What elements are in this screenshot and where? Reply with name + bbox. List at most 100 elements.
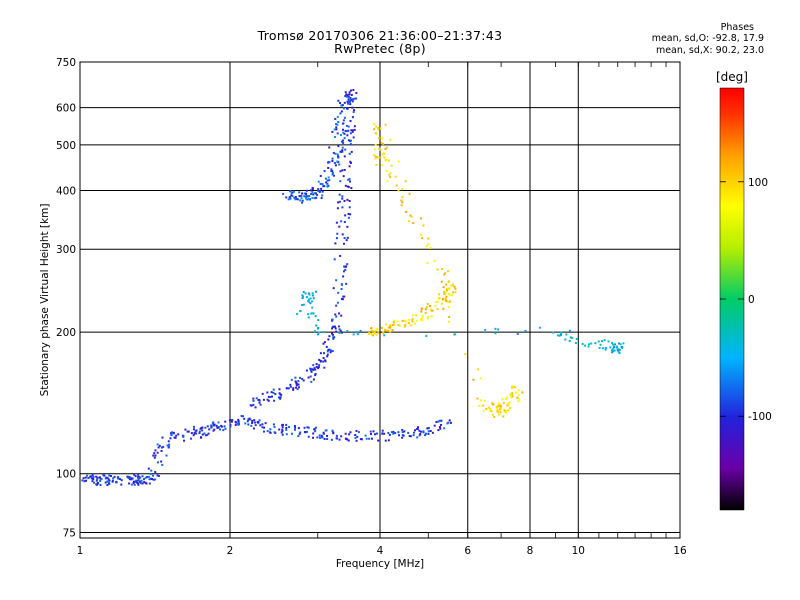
echo-point [347,216,350,219]
echo-point [447,305,450,308]
echo-point [314,374,317,377]
echo-point [351,100,354,103]
echo-point [344,91,347,94]
y-tick-label: 100 [56,469,76,481]
echo-point [317,367,320,370]
echo-point [302,303,305,306]
echo-point [355,331,358,334]
echo-point [192,425,195,428]
echo-point [332,336,335,339]
echo-point [377,128,380,131]
echo-point [443,427,446,430]
echo-point [347,95,350,98]
echo-point [156,474,159,477]
echo-point [424,432,427,435]
echo-point [351,116,354,119]
echo-point [518,393,521,396]
echo-point [135,479,138,482]
echo-point [552,331,555,334]
echo-point [204,426,207,429]
echo-point [484,328,487,331]
echo-point [506,404,509,407]
echo-point [141,482,144,485]
echo-point [381,153,384,156]
echo-point [340,110,343,113]
echo-point [341,283,344,286]
echo-point [224,420,227,423]
echo-point [322,431,325,434]
echo-point [329,351,332,354]
echo-point [304,292,307,295]
echo-point [344,268,347,271]
chart-title-line2: RwPretec (8p) [334,41,426,56]
echo-point [321,436,324,439]
echo-point [352,136,355,139]
echo-point [90,475,93,478]
echo-point [326,355,329,358]
echo-point [130,478,133,481]
echo-point [400,204,403,207]
echo-point [343,220,346,223]
echo-point [617,351,620,354]
echo-point [106,476,109,479]
echo-point [332,333,335,336]
echo-point [229,423,232,426]
echo-point [350,129,353,132]
echo-point [315,363,318,366]
echo-point [374,143,377,146]
echo-point [324,360,327,363]
echo-point [349,139,352,142]
echo-point [560,331,563,334]
echo-point [252,403,255,406]
echo-point [410,215,413,218]
echo-point [382,142,385,145]
echo-point [496,405,499,408]
echo-point [290,194,293,197]
echo-point [397,160,400,163]
echo-point [387,329,390,332]
echo-point [392,321,395,324]
echo-point [336,123,339,126]
echo-point [340,314,343,317]
echo-point [174,436,177,439]
echo-point [420,318,423,321]
echo-point [510,396,513,399]
echo-point [333,128,336,131]
echo-point [311,436,314,439]
echo-point [282,192,285,195]
echo-point [207,432,210,435]
echo-point [106,483,109,486]
echo-point [338,163,341,166]
echo-point [336,153,339,156]
echo-point [346,134,349,137]
echo-point [352,88,355,91]
echo-point [425,306,428,309]
colorbar-tick-label: 0 [748,294,755,306]
echo-point [348,93,351,96]
echo-point [138,480,141,483]
echo-point [313,197,316,200]
echo-point [349,180,352,183]
echo-point [256,421,259,424]
echo-point [144,476,147,479]
echo-point [348,433,351,436]
echo-point [565,333,568,336]
echo-point [182,435,185,438]
echo-point [307,426,310,429]
echo-point [107,478,110,481]
echo-point [281,433,284,436]
y-tick-label: 75 [63,527,76,539]
echo-point [345,93,348,96]
echo-point [338,193,341,196]
echo-point [331,130,334,133]
echo-point [404,320,407,323]
echo-point [203,432,206,435]
echo-point [413,431,416,434]
echo-point [416,436,419,439]
echo-point [305,189,308,192]
echo-point [317,188,320,191]
echo-point [454,287,457,290]
echo-point [618,349,621,352]
echo-point [482,409,485,412]
echo-point [167,440,170,443]
